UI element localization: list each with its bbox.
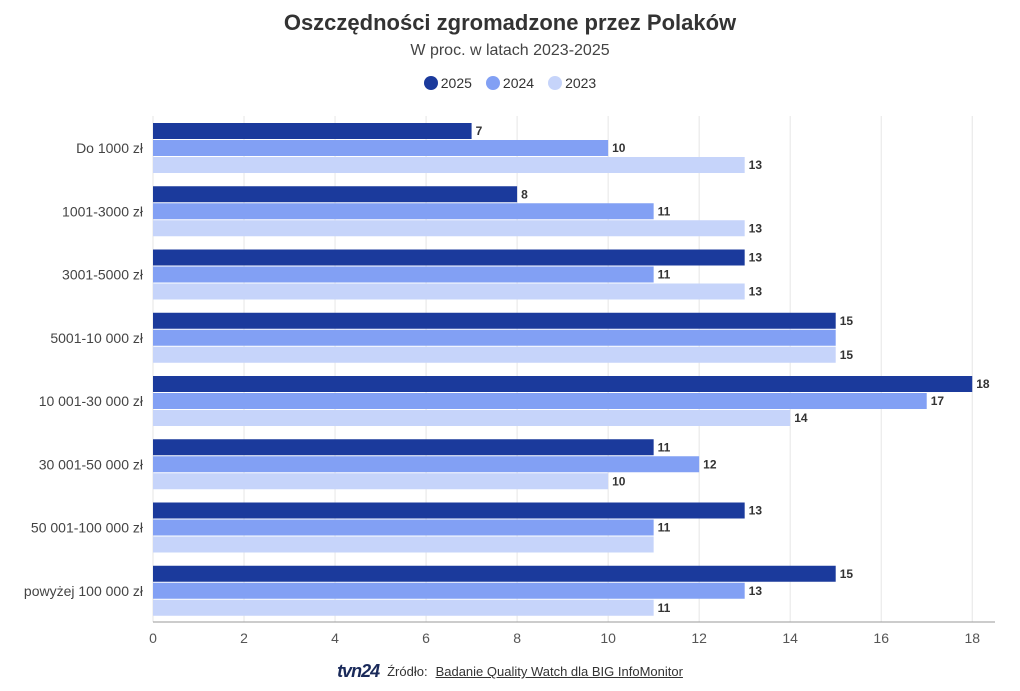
bar-2024[interactable] bbox=[153, 456, 700, 473]
bar-2025[interactable] bbox=[153, 439, 654, 456]
source-label: Źródło: bbox=[387, 664, 428, 679]
category-label: 50 001-100 000 zł bbox=[31, 520, 144, 536]
bar-2023[interactable] bbox=[153, 346, 836, 363]
bar-2023[interactable] bbox=[153, 220, 745, 237]
x-tick-label: 16 bbox=[873, 630, 889, 646]
bar-2023[interactable] bbox=[153, 157, 745, 173]
legend-label-2024: 2024 bbox=[502, 75, 535, 91]
x-tick-label: 14 bbox=[782, 630, 798, 646]
bar-2024[interactable] bbox=[153, 519, 654, 536]
data-label: 15 bbox=[840, 348, 854, 362]
data-label: 13 bbox=[749, 584, 763, 598]
data-label: 10 bbox=[612, 474, 626, 488]
data-label: 18 bbox=[976, 377, 990, 391]
data-label: 13 bbox=[749, 504, 763, 518]
legend-item-2024[interactable]: 2024 bbox=[485, 75, 535, 91]
x-tick-label: 10 bbox=[600, 630, 616, 646]
source-link[interactable]: Badanie Quality Watch dla BIG InfoMonito… bbox=[435, 664, 683, 679]
category-label: 3001-5000 zł bbox=[62, 267, 144, 283]
bar-2024[interactable] bbox=[153, 140, 609, 156]
bar-2023[interactable] bbox=[153, 473, 609, 490]
x-tick-label: 2 bbox=[240, 630, 248, 646]
bar-2025[interactable] bbox=[153, 249, 745, 266]
bar-2024[interactable] bbox=[153, 266, 654, 283]
bar-2023[interactable] bbox=[153, 599, 654, 616]
x-tick-label: 0 bbox=[149, 630, 157, 646]
data-label: 11 bbox=[658, 440, 671, 454]
data-label: 12 bbox=[703, 457, 717, 471]
bar-chart: 0 2 4 6 8 10 12 14 16 18 Do 1000 zł 7 10 13 1001-3000 … bbox=[24, 116, 995, 646]
bar-2024[interactable] bbox=[153, 393, 927, 409]
tvn24-logo: tvn24 bbox=[337, 661, 380, 681]
legend-label-2023: 2023 bbox=[565, 75, 597, 91]
legend: 2025 2024 2023 bbox=[0, 75, 1020, 91]
data-label: 11 bbox=[658, 268, 671, 282]
data-label: 11 bbox=[658, 601, 671, 615]
legend-swatch-2023 bbox=[548, 76, 563, 90]
category-label: 5001-10 000 zł bbox=[50, 330, 144, 346]
category-label: 30 001-50 000 zł bbox=[39, 456, 144, 472]
category-label: 10 001-30 000 zł bbox=[39, 393, 144, 409]
bar-2025[interactable] bbox=[153, 565, 836, 582]
bar-2023[interactable] bbox=[153, 410, 791, 426]
bar-2023[interactable] bbox=[153, 283, 745, 300]
data-label: 8 bbox=[521, 187, 528, 201]
legend-item-2023[interactable]: 2023 bbox=[548, 75, 596, 91]
data-label: 14 bbox=[794, 411, 808, 425]
data-label: 10 bbox=[612, 141, 626, 155]
x-tick-label: 6 bbox=[422, 630, 430, 646]
data-label: 7 bbox=[476, 124, 483, 138]
chart-title: Oszczędności zgromadzone przez Polaków bbox=[283, 10, 737, 35]
data-label: 13 bbox=[749, 221, 763, 235]
x-tick-label: 18 bbox=[964, 630, 980, 646]
legend-swatch-2025 bbox=[423, 76, 438, 90]
data-label: 11 bbox=[658, 521, 671, 535]
x-tick-label: 8 bbox=[513, 630, 521, 646]
data-label: 17 bbox=[931, 394, 945, 408]
footer: tvn24 Źródło: Badanie Quality Watch dla … bbox=[0, 661, 1020, 682]
bar-2025[interactable] bbox=[153, 186, 518, 203]
data-label: 15 bbox=[840, 567, 854, 581]
category-label: Do 1000 zł bbox=[76, 140, 144, 156]
legend-label-2025: 2025 bbox=[440, 75, 472, 91]
bar-2023[interactable] bbox=[153, 536, 654, 553]
bar-2025[interactable] bbox=[153, 312, 836, 329]
bar-2025[interactable] bbox=[153, 502, 745, 519]
data-label: 13 bbox=[749, 251, 763, 265]
category-label: 1001-3000 zł bbox=[62, 203, 144, 219]
chart-subtitle: W proc. w latach 2023-2025 bbox=[410, 42, 610, 59]
bar-2025[interactable] bbox=[153, 123, 472, 139]
legend-swatch-2024 bbox=[485, 76, 500, 90]
category-label: powyżej 100 000 zł bbox=[24, 583, 144, 599]
x-tick-label: 12 bbox=[691, 630, 707, 646]
bar-2025[interactable] bbox=[153, 376, 973, 392]
data-label: 13 bbox=[749, 158, 763, 172]
x-tick-label: 4 bbox=[331, 630, 339, 646]
data-label: 11 bbox=[658, 204, 671, 218]
data-label: 13 bbox=[749, 285, 763, 299]
data-label: 15 bbox=[840, 314, 854, 328]
bar-2024[interactable] bbox=[153, 329, 836, 346]
legend-item-2025[interactable]: 2025 bbox=[423, 75, 472, 91]
bar-2024[interactable] bbox=[153, 582, 745, 599]
bar-2024[interactable] bbox=[153, 203, 654, 220]
